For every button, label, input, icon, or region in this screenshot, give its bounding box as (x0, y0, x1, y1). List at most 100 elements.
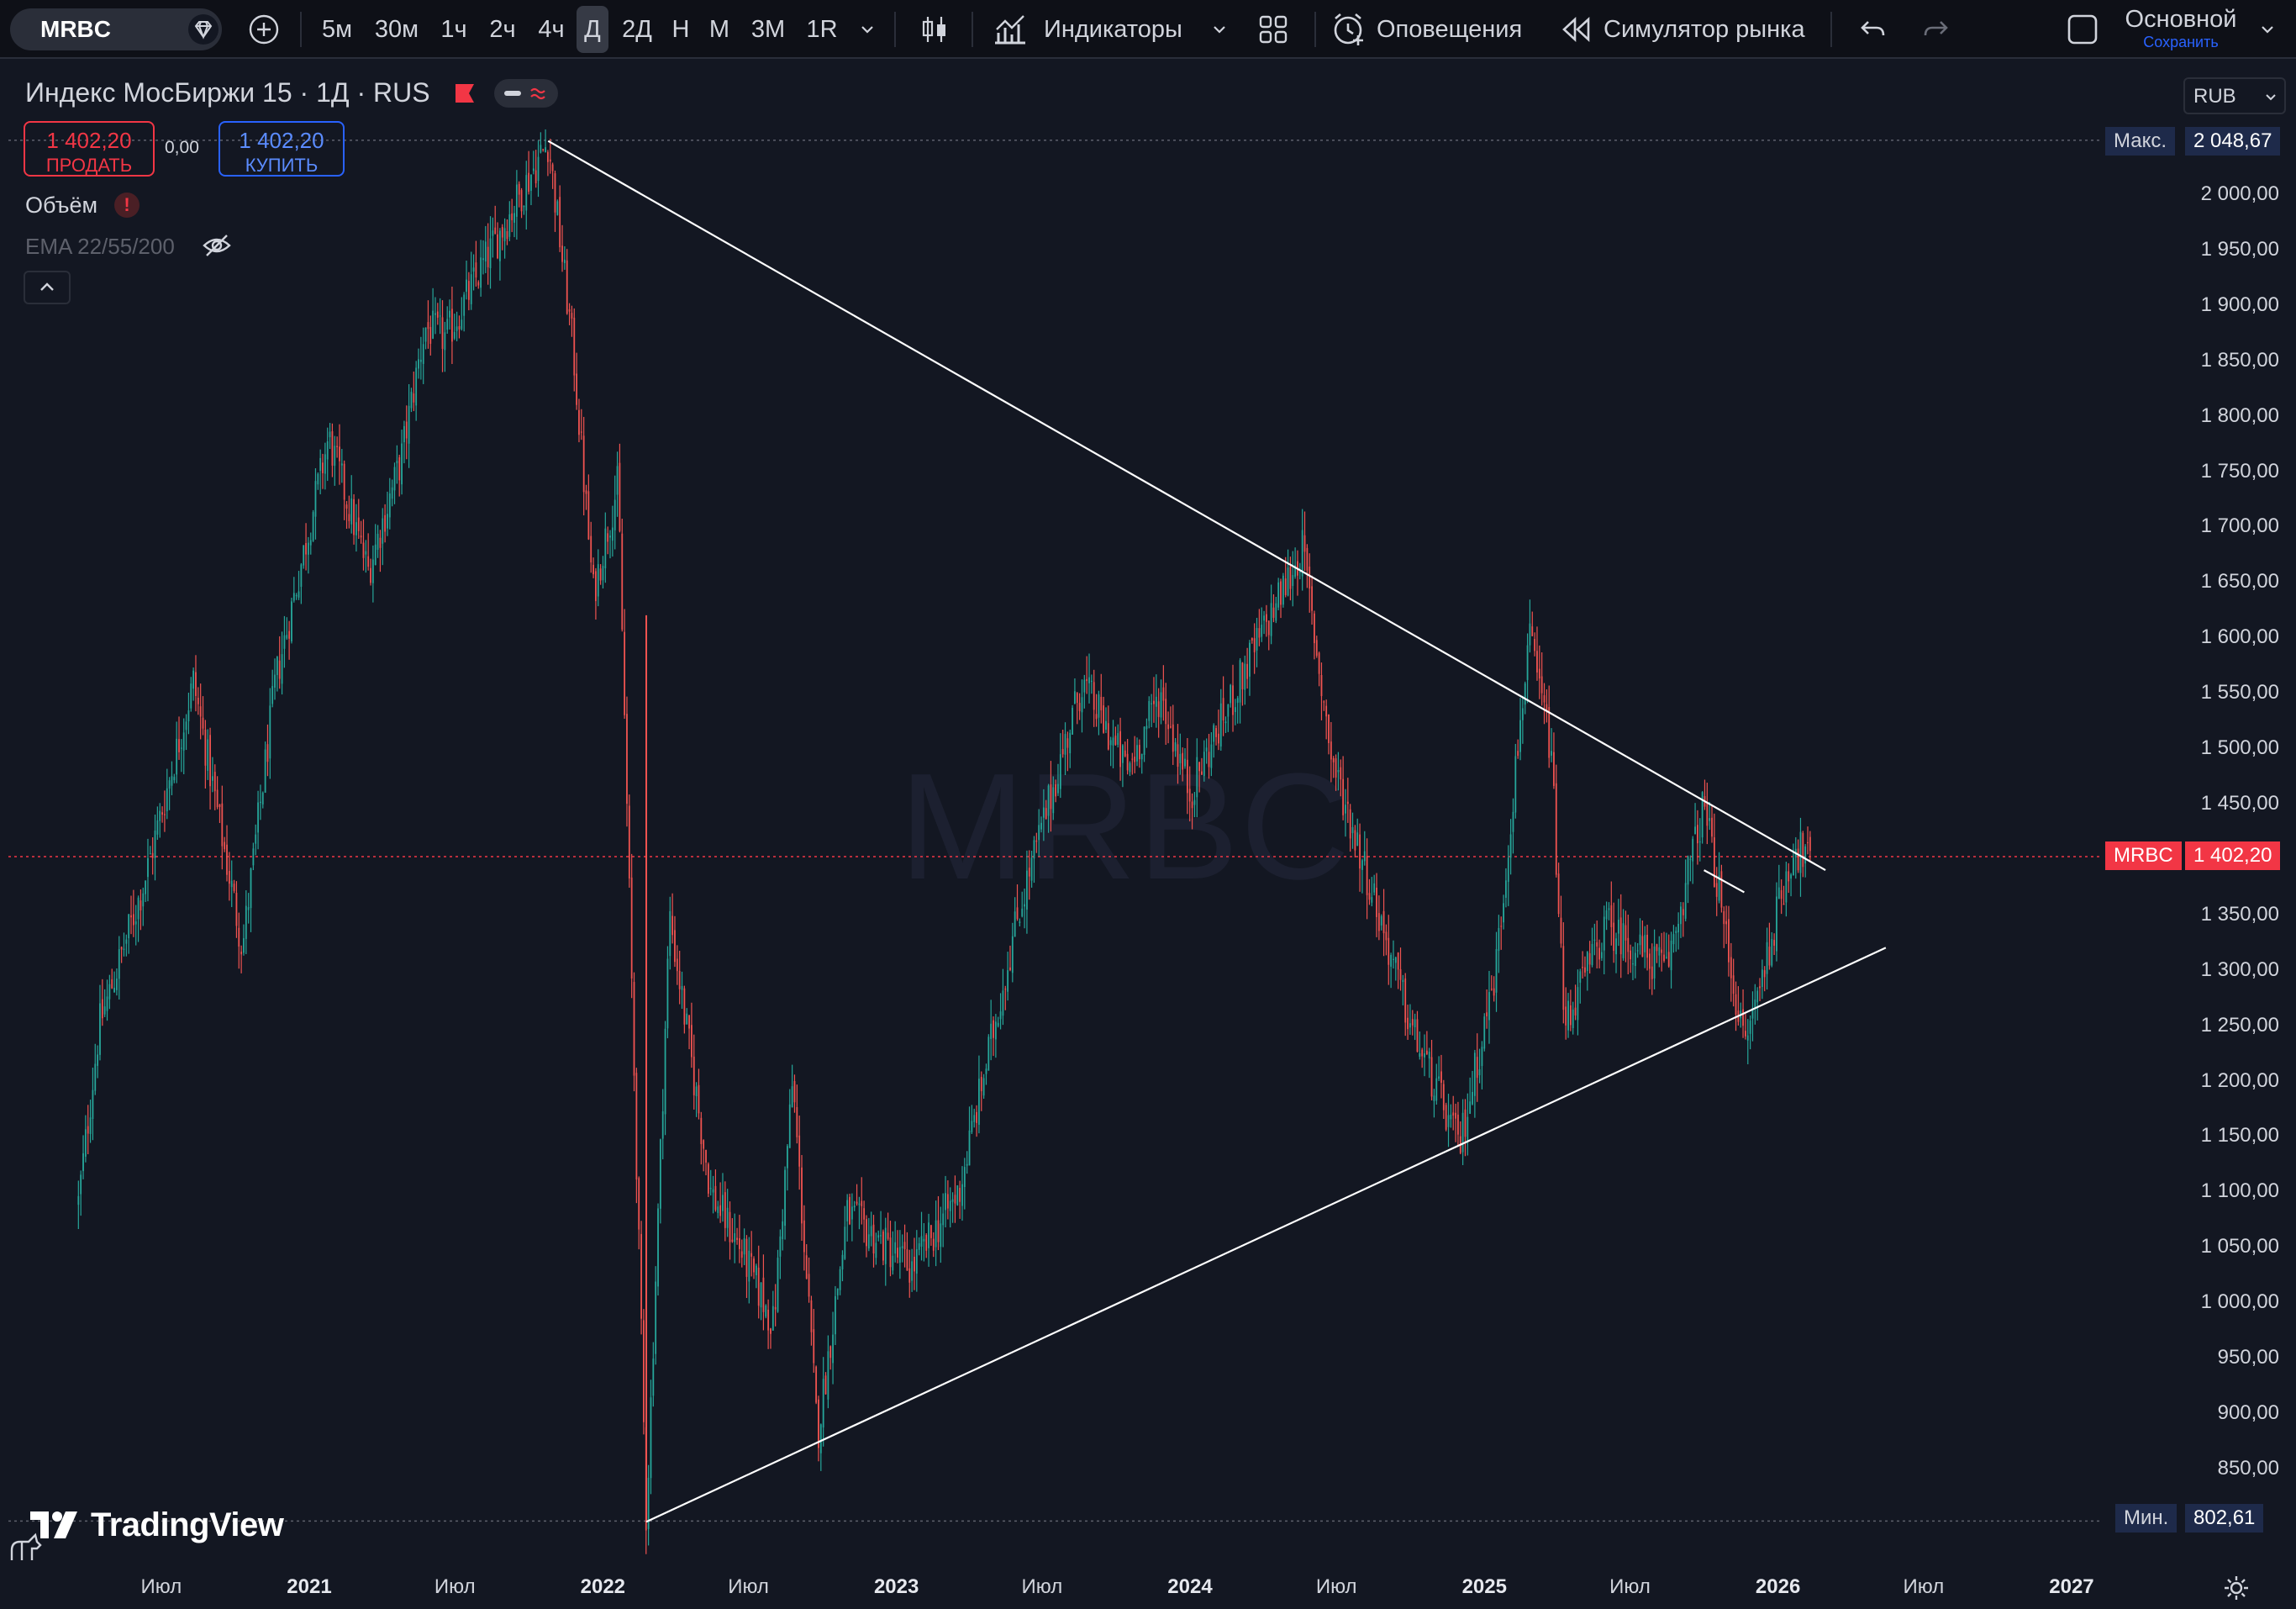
tradingview-brand: TradingView (91, 1506, 284, 1543)
currency-select[interactable]: RUB (2183, 77, 2286, 114)
candle-body (1349, 809, 1351, 839)
candle-body (137, 897, 140, 920)
chart-settings-button[interactable] (2222, 1574, 2251, 1602)
candle-body (1028, 868, 1030, 877)
candle-body (367, 556, 370, 567)
collapse-legend-button[interactable] (24, 271, 71, 304)
timeframe-4h[interactable]: 4ч (538, 15, 565, 43)
time-tick: 2026 (1755, 1575, 1801, 1598)
diamond-icon[interactable] (188, 14, 219, 45)
candle-body (547, 151, 549, 162)
warning-icon[interactable]: ! (114, 193, 140, 218)
candle-body (511, 213, 513, 220)
candle-body (145, 880, 147, 894)
candle-body (401, 443, 403, 485)
timeframe-2h[interactable]: 2ч (489, 15, 516, 43)
trendline[interactable] (645, 947, 1887, 1523)
replay-button[interactable]: Симулятор рынка (1560, 0, 1812, 59)
layout-save-control[interactable]: Основной Сохранить (2118, 5, 2244, 54)
add-symbol-button[interactable] (244, 0, 284, 59)
candle-body (1754, 999, 1756, 1009)
candle-body (92, 1089, 94, 1119)
timeframe-1h[interactable]: 1ч (440, 15, 467, 43)
layout-menu-button[interactable] (2249, 0, 2286, 59)
trendline[interactable] (547, 140, 1826, 872)
symbol-search[interactable]: MRBC (10, 8, 222, 50)
candle-body (360, 535, 362, 538)
sell-button[interactable]: 1 402,20 ПРОДАТЬ (24, 121, 155, 177)
candle-body (630, 877, 633, 979)
candle-body (123, 948, 125, 950)
trendline[interactable] (1704, 869, 1745, 894)
candle-body (1720, 871, 1723, 908)
undo-button[interactable] (1849, 0, 1896, 59)
candle-body (187, 710, 190, 722)
candle-body (308, 542, 309, 555)
candle-body (1745, 1031, 1746, 1037)
candle-body (523, 205, 525, 208)
candle-body (1617, 920, 1619, 934)
candle-body (1083, 679, 1086, 693)
candle-body (1366, 856, 1368, 895)
candle-body (1495, 949, 1498, 993)
select-layout-checkbox[interactable] (2059, 0, 2106, 59)
candle-body (692, 1056, 695, 1095)
candle-body (678, 970, 681, 989)
timeframe-week[interactable]: Н (671, 15, 690, 43)
candle-body (1773, 940, 1776, 946)
timeframe-5m[interactable]: 5м (321, 15, 353, 43)
candle-body (298, 591, 300, 598)
candle-body (1507, 857, 1509, 883)
replay-label: Симулятор рынка (1604, 15, 1805, 43)
candle-body (1605, 910, 1608, 920)
candle-body (260, 801, 261, 803)
chart-type-button[interactable] (913, 0, 956, 59)
candle-body (1294, 565, 1297, 577)
candle-body (1569, 1005, 1572, 1026)
candle-body (458, 326, 461, 330)
alerts-label: Оповещения (1377, 15, 1523, 43)
candle-body (1055, 784, 1057, 797)
candle-body (1404, 978, 1407, 1023)
alerts-button[interactable]: Оповещения (1331, 0, 1533, 59)
templates-button[interactable] (1252, 0, 1294, 59)
candle-body (1129, 762, 1131, 773)
candle-body (647, 1477, 650, 1529)
candle-body (1042, 807, 1045, 818)
candle-body (822, 1379, 824, 1428)
timeframe-menu-button[interactable] (850, 0, 884, 59)
eye-hidden-icon[interactable] (202, 232, 232, 259)
candle-body (1540, 676, 1543, 694)
candle-body (1363, 851, 1366, 862)
symbol-label: MRBC (40, 16, 111, 42)
timeframe-30m[interactable]: 30м (374, 15, 419, 43)
candle-body (923, 1238, 925, 1242)
candle-body (1644, 935, 1646, 952)
timeframe-3month[interactable]: 3М (750, 15, 786, 43)
candle-body (283, 635, 286, 649)
redo-button[interactable] (1913, 0, 1960, 59)
candle-body (103, 1006, 106, 1015)
timeframe-1d[interactable]: Д (577, 6, 608, 53)
candle-body (1582, 967, 1584, 968)
timeframe-2d[interactable]: 2Д (622, 15, 652, 43)
candle-body (1768, 947, 1771, 966)
candle-body (1354, 830, 1356, 851)
indicators-menu-button[interactable] (1198, 0, 1240, 59)
candle-body (1433, 1095, 1435, 1101)
candle-body (377, 533, 379, 551)
legend-status-pill[interactable] (494, 79, 558, 108)
replay-pony-icon[interactable] (7, 1528, 44, 1565)
candle-body (835, 1295, 836, 1335)
candle-body (937, 1220, 940, 1242)
timeframe-range[interactable]: 1R (806, 15, 838, 43)
buy-button[interactable]: 1 402,20 КУПИТЬ (219, 121, 345, 177)
candle-body (908, 1268, 911, 1283)
candle-body (587, 491, 590, 540)
candle-body (736, 1237, 738, 1240)
candle-body (1069, 732, 1072, 754)
candle-body (798, 1135, 801, 1167)
timeframe-month[interactable]: М (708, 15, 730, 43)
indicators-button[interactable]: Индикаторы (992, 0, 1446, 59)
